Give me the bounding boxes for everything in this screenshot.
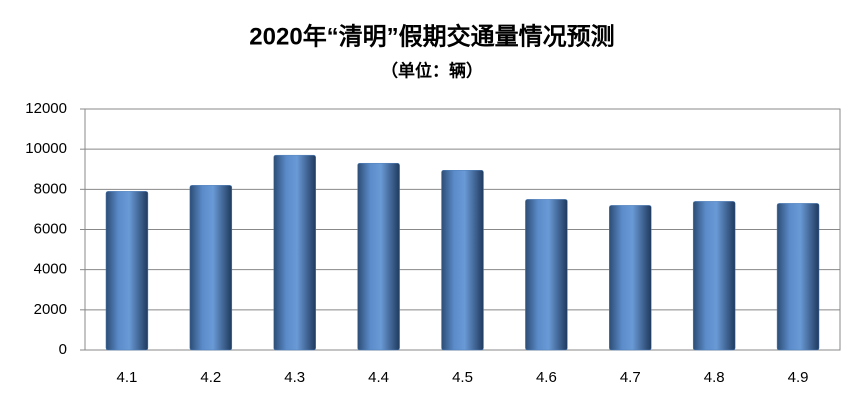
y-tick-label: 10000 [25,140,67,157]
x-tick-label: 4.6 [536,369,557,386]
x-tick-label: 4.4 [368,369,389,386]
x-tick-label: 4.9 [788,369,809,386]
x-tick-label: 4.8 [704,369,725,386]
chart-subtitle: （单位：辆） [381,60,483,80]
x-tick-label: 4.1 [117,369,138,386]
x-tick-label: 4.2 [200,369,221,386]
bar [776,203,820,351]
y-tick-label: 6000 [34,220,67,237]
x-tick-label: 4.3 [284,369,305,386]
bar [441,170,484,351]
x-tick-label: 4.5 [452,369,473,386]
y-tick-label: 0 [59,341,67,358]
y-tick-label: 2000 [34,301,67,318]
y-tick-label: 8000 [34,180,67,197]
bar [273,154,316,351]
y-tick-label: 12000 [25,100,67,117]
bar [525,199,568,351]
bar [189,185,233,351]
bar [692,201,736,351]
chart-title: 2020年“清明”假期交通量情况预测 [249,22,614,50]
bar [357,162,400,351]
x-tick-label: 4.7 [620,369,641,386]
bar [609,205,652,351]
y-tick-label: 4000 [34,261,67,278]
bar [105,191,149,351]
